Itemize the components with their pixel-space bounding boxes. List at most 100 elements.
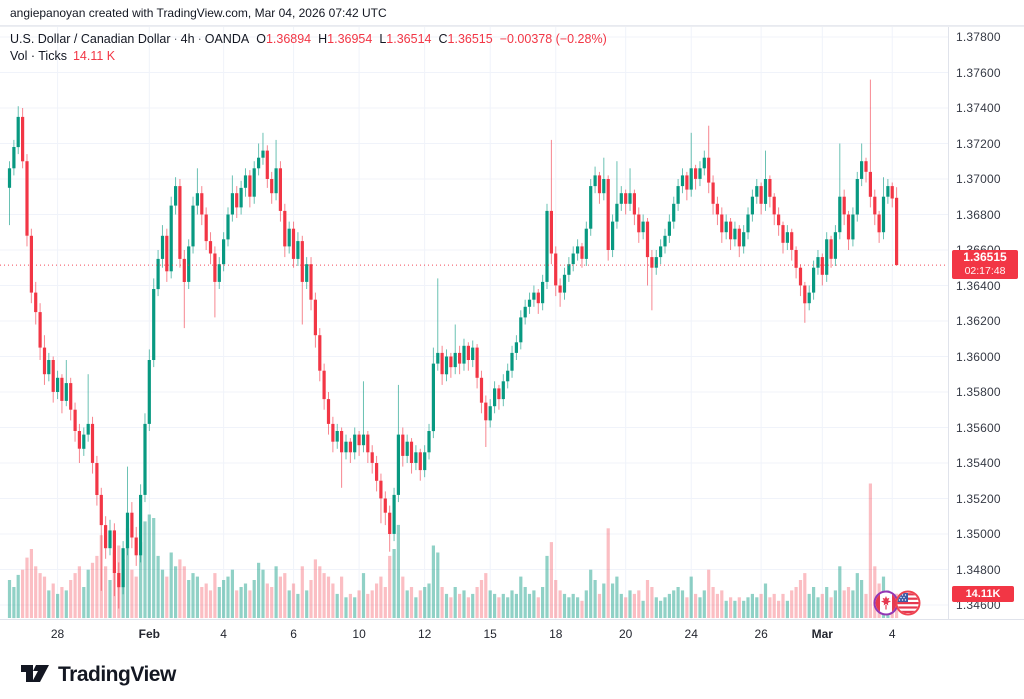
volume-bar — [178, 559, 182, 618]
candle-body — [86, 423, 90, 435]
volume-bar — [326, 576, 331, 618]
volume-study-label[interactable]: Vol · Ticks — [10, 49, 67, 63]
candle-body — [139, 494, 143, 556]
candle-body — [383, 498, 387, 513]
candle-body — [755, 186, 759, 197]
time-axis-label: 12 — [417, 627, 432, 641]
volume-bar — [733, 600, 737, 619]
volume-bar — [576, 597, 580, 618]
volume-bar — [567, 597, 571, 618]
ohlc-key: L — [379, 32, 387, 46]
volume-bar — [77, 566, 81, 619]
volume-bar — [56, 593, 60, 618]
candle-body — [187, 246, 191, 282]
volume-bar — [152, 518, 156, 618]
volume-bar — [558, 590, 562, 618]
candle-body — [47, 360, 51, 375]
volume-bar — [763, 583, 768, 618]
candle-body — [606, 179, 610, 250]
volume-bar — [169, 552, 173, 618]
candle-body — [873, 196, 877, 215]
candle-body — [287, 228, 291, 247]
volume-bar — [34, 566, 38, 619]
volume-bar — [471, 593, 475, 618]
candle-body — [29, 235, 33, 293]
volume-bar — [86, 569, 90, 618]
volume-bar — [423, 587, 427, 619]
volume-bar — [523, 587, 527, 619]
volume-bar — [506, 597, 510, 618]
candle-body — [641, 221, 645, 233]
candle-body — [257, 157, 261, 169]
tradingview-logo[interactable]: TradingView — [20, 661, 176, 688]
volume-bar — [562, 593, 567, 618]
candle-body — [549, 210, 553, 254]
candle-body — [637, 214, 641, 233]
volume-bar — [296, 593, 300, 618]
volume-bar — [156, 555, 160, 618]
candle-body — [510, 352, 514, 371]
candle-body — [56, 377, 60, 392]
candle-body — [562, 274, 567, 293]
candle-body — [597, 175, 602, 194]
candle-body — [147, 360, 151, 424]
candle-body — [624, 193, 628, 204]
volume-bar — [768, 597, 772, 618]
candle-body — [733, 228, 737, 240]
volume-bar — [829, 597, 833, 618]
candle-body — [772, 196, 776, 215]
volume-bar — [619, 593, 623, 618]
candle-body — [326, 399, 331, 424]
candle-body — [698, 168, 702, 179]
volume-bar — [820, 593, 824, 618]
volume-bar — [401, 576, 405, 618]
price-axis-label: 1.37600 — [956, 65, 1001, 80]
volume-bar — [545, 555, 549, 618]
candle-body — [16, 116, 20, 148]
candle-body — [440, 352, 444, 375]
candle-body — [222, 239, 226, 265]
candle-body — [794, 250, 798, 268]
volume-bar — [331, 583, 335, 618]
candle-body — [580, 246, 584, 259]
candle-body — [475, 347, 479, 378]
candle-body — [152, 289, 156, 360]
candle-body — [724, 221, 728, 233]
candle-body — [493, 388, 497, 407]
volume-bar — [73, 573, 77, 618]
volume-bar — [746, 597, 750, 618]
candle-body — [230, 193, 234, 215]
candle-body — [685, 175, 689, 190]
candle-body — [38, 312, 42, 348]
time-axis-label: Feb — [138, 627, 160, 641]
candle-body — [418, 452, 422, 471]
candle-body — [300, 241, 304, 282]
candle-body — [825, 239, 829, 275]
candle-body — [90, 423, 95, 463]
candle-body — [523, 306, 527, 318]
time-axis-label: 4 — [220, 627, 227, 641]
volume-bar — [125, 528, 130, 618]
interval-label[interactable]: 4h — [180, 32, 195, 46]
price-axis-label: 1.35800 — [956, 385, 1001, 399]
symbol-title[interactable]: U.S. Dollar / Canadian Dollar — [10, 32, 171, 46]
candle-body — [427, 431, 431, 453]
candle-body — [895, 197, 899, 266]
volume-bar — [318, 566, 322, 619]
candle-body — [807, 292, 811, 304]
candle-body — [737, 228, 741, 247]
time-scale[interactable]: 28 Feb 4 6 10 12 15 18 20 24 26 Mar 4 — [0, 619, 1024, 651]
volume-bar — [864, 593, 868, 618]
tradingview-logo-mark — [21, 665, 49, 682]
candle-body — [182, 258, 186, 282]
volume-bar — [602, 583, 606, 618]
candle-body — [77, 431, 81, 449]
price-scale[interactable]: 1.36515 02:17:48 14.11K 1.37800 1.37600 1.… — [948, 27, 1024, 619]
volume-bar — [755, 597, 759, 618]
volume-bar — [418, 590, 422, 618]
volume-bar — [182, 566, 186, 619]
volume-bar — [729, 597, 733, 618]
volume-bar — [7, 580, 12, 618]
price-axis-label: 1.35600 — [956, 420, 1001, 435]
